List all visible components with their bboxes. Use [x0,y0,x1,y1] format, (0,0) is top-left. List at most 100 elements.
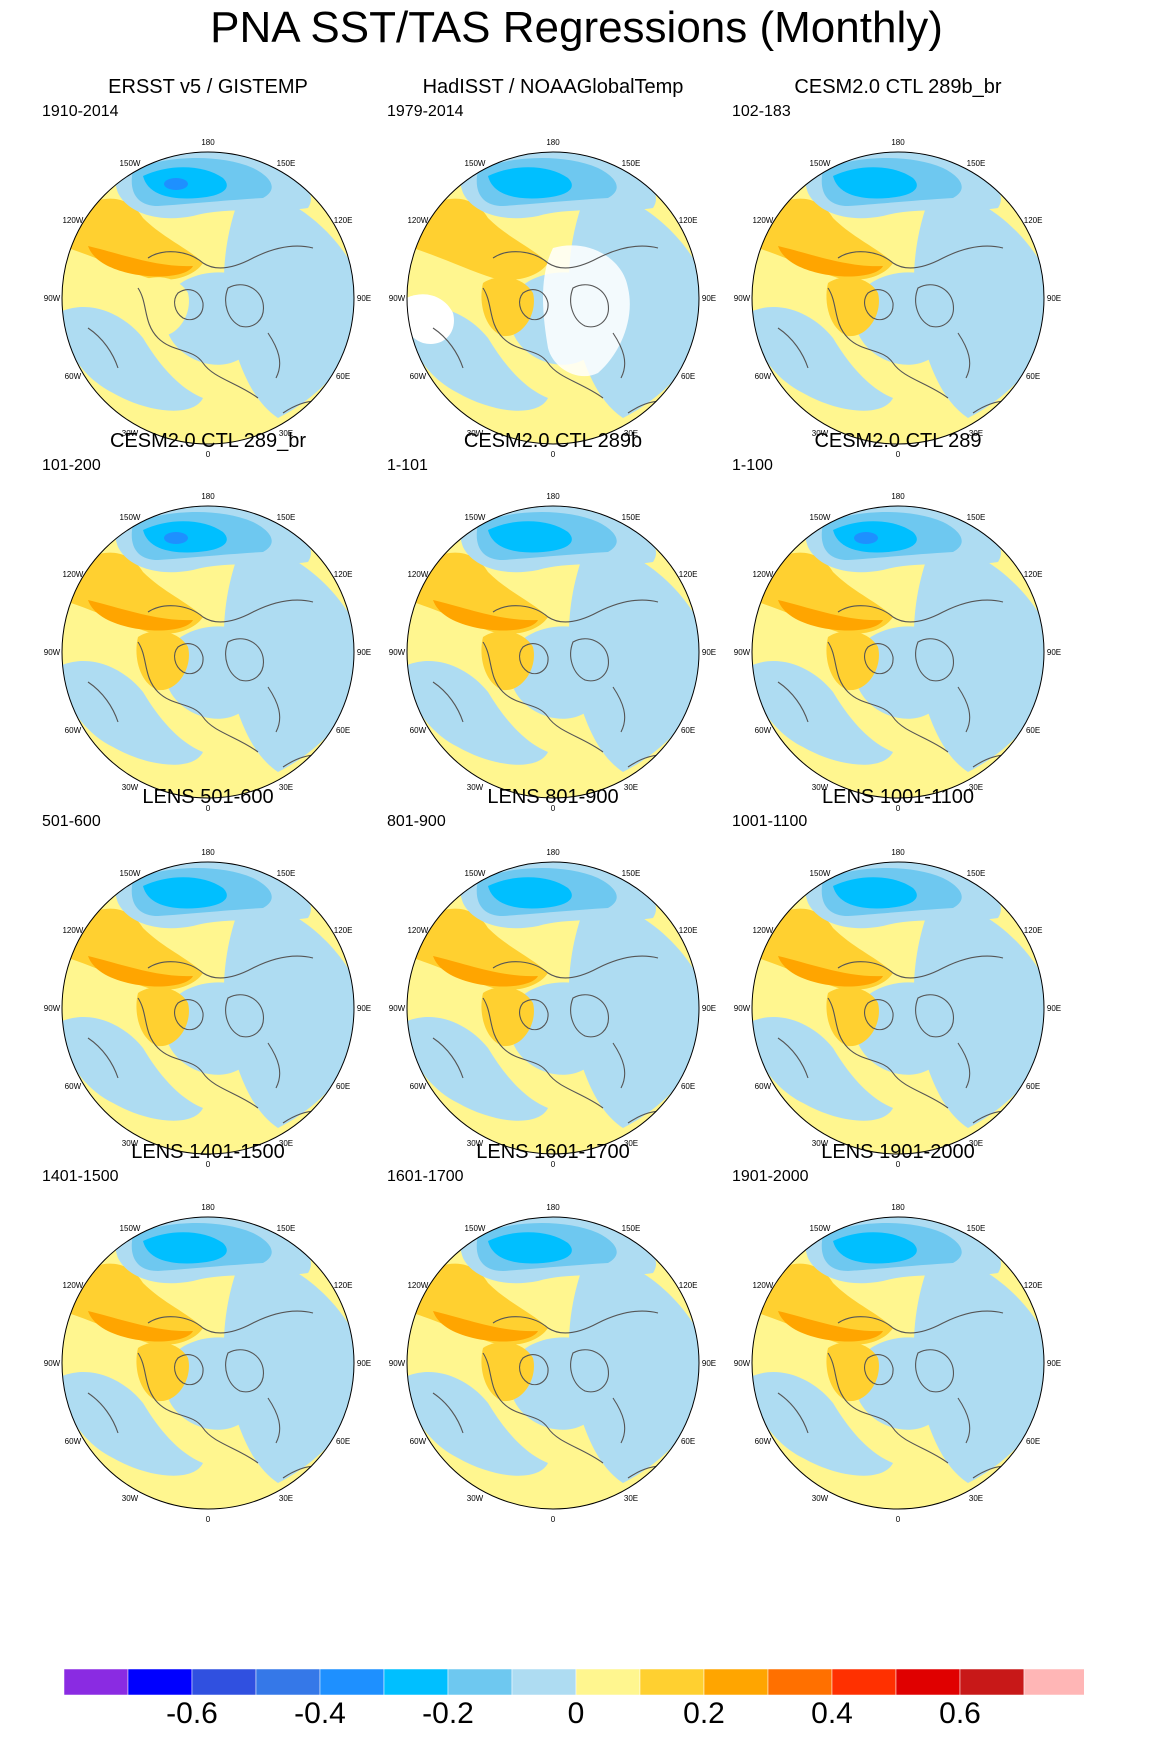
longitude-label: 30W [122,783,139,792]
colorbar-tick-label: -0.4 [294,1697,346,1730]
panel-year-range: 1901-2000 [732,1168,809,1185]
panel-title: LENS 1901-2000 [821,1141,975,1163]
longitude-label: 0 [206,804,211,812]
map-panel: LENS 1001-1100 180 150E 120E 90E 60E 30E 0 30W 60… [718,786,1078,1168]
longitude-label: 120E [679,570,698,579]
longitude-label: 150E [967,869,986,878]
longitude-label: 120E [1024,1281,1043,1290]
regression-field [752,152,1044,444]
panel-year-range: 1001-1100 [732,813,808,830]
longitude-label: 150W [120,513,141,522]
longitude-label: 0 [896,1515,901,1523]
colorbar-swatch [191,1669,257,1695]
longitude-label: 180 [546,492,560,501]
longitude-label: 150E [967,1224,986,1233]
panel-title: LENS 501-600 [142,786,274,808]
longitude-label: 150W [120,159,141,168]
panel-title: CESM2.0 CTL 289 [814,430,982,452]
coastlines [432,245,674,414]
polar-map: 180 150E 120E 90E 60E 30E 0 30W 60W 90W 120W 150W [734,1203,1061,1523]
polar-map: 180 150E 120E 90E 60E 30E 0 30W 60W 90W 120W 150W [44,492,371,812]
longitude-label: 180 [891,848,905,857]
longitude-label: 60E [336,1437,350,1446]
longitude-label: 0 [551,1160,556,1168]
map-panel: HadISST / NOAAGlobalTemp 180 150E 120E 90E 60… [373,76,733,458]
longitude-label: 180 [546,848,560,857]
panel-year-range: 1910-2014 [42,103,119,120]
longitude-label: 120W [407,216,428,225]
longitude-label: 60E [1026,726,1040,735]
regression-field [62,152,354,444]
map-panel: LENS 1901-2000 180 150E 120E 90E 60E 30E 0 30W 60… [718,1141,1078,1523]
longitude-label: 60E [681,372,695,381]
longitude-label: 60E [681,726,695,735]
longitude-label: 90E [357,1359,371,1368]
map-boundary [751,1216,1045,1510]
polar-map: 180 150E 120E 90E 60E 30E 0 30W 60W 90W 120W 150W [44,1203,371,1523]
panel-title: CESM2.0 CTL 289b_br [794,76,1002,98]
panel-title: CESM2.0 CTL 289b [463,430,643,452]
longitude-label: 30E [624,429,638,438]
panel-year-range: 102-183 [732,103,791,120]
longitude-label: 60E [336,1082,350,1091]
longitude-label: 0 [206,1515,211,1523]
longitude-label: 150E [277,1224,296,1233]
longitude-label: 180 [891,492,905,501]
longitude-label: 60W [65,1437,82,1446]
longitude-label: 60E [1026,1082,1040,1091]
map-panel: CESM2.0 CTL 289b 180 150E 120E 90E 60E 30E 0 30W… [373,430,733,812]
longitude-label: 120W [407,1281,428,1290]
longitude-label: 90W [389,1359,406,1368]
longitude-label: 60W [65,726,82,735]
longitude-label: 120E [334,216,353,225]
colorbar-swatch [831,1669,897,1695]
longitude-label: 60E [336,372,350,381]
longitude-label: 60W [410,1082,427,1091]
longitude-label: 30E [969,429,983,438]
longitude-label: 150W [465,1224,486,1233]
longitude-label: 60W [410,1437,427,1446]
longitude-label: 150W [810,159,831,168]
longitude-label: 90W [389,294,406,303]
coastlines [777,955,1019,1124]
longitude-label: 30E [624,1494,638,1503]
longitude-label: 60E [336,726,350,735]
colorbar-swatch [447,1669,513,1695]
longitude-label: 60W [65,1082,82,1091]
longitude-label: 180 [201,138,215,147]
longitude-label: 180 [201,848,215,857]
longitude-label: 90W [734,294,751,303]
longitude-label: 180 [546,1203,560,1212]
colorbar-swatch [639,1669,705,1695]
longitude-label: 120E [334,1281,353,1290]
longitude-label: 150W [465,513,486,522]
longitude-label: 0 [206,450,211,458]
coastlines [777,599,1019,768]
map-panel: CESM2.0 CTL 289 180 150E 120E 90E 60E 30E 0 30W 6… [718,430,1078,812]
longitude-label: 150E [277,159,296,168]
longitude-label: 150E [622,159,641,168]
longitude-label: 30W [467,1494,484,1503]
longitude-label: 150E [967,159,986,168]
colorbar-tick-label: 0.6 [939,1697,981,1730]
panel-year-range: 1979-2014 [387,103,464,120]
longitude-label: 90W [44,294,61,303]
longitude-label: 60W [410,726,427,735]
longitude-label: 90E [702,1359,716,1368]
map-boundary [751,151,1045,445]
longitude-label: 30E [969,1494,983,1503]
longitude-label: 150E [277,513,296,522]
longitude-label: 0 [206,1160,211,1168]
map-boundary [61,1216,355,1510]
regression-field [62,506,354,798]
map-boundary [406,861,700,1155]
panel-year-range: 101-200 [42,457,101,474]
longitude-label: 0 [551,1515,556,1523]
polar-map: 180 150E 120E 90E 60E 30E 0 30W 60W 90W 120W 150W [734,138,1061,458]
longitude-label: 180 [201,1203,215,1212]
colorbar-swatch [703,1669,769,1695]
longitude-label: 120E [334,926,353,935]
longitude-label: 120W [752,216,773,225]
longitude-label: 90E [702,294,716,303]
colorbar [64,1669,1084,1695]
